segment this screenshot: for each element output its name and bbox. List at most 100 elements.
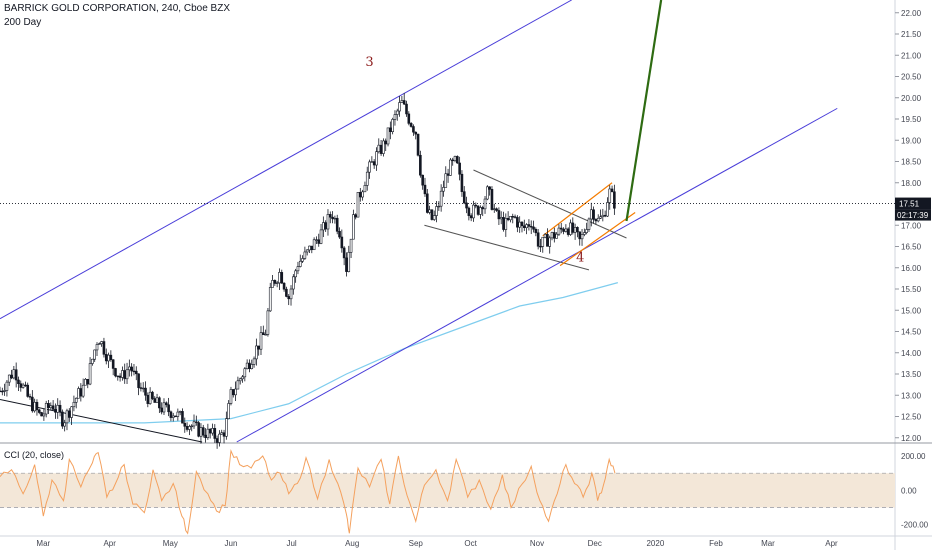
candle-body (252, 358, 256, 365)
cci-tick-label: 0.00 (901, 486, 917, 495)
candle-body (402, 100, 406, 105)
candle-body (469, 215, 473, 219)
last-price-value: 17.51 (899, 200, 920, 209)
price-axis[interactable]: 12.00 12.50 13.00 13.50 14.00 14.50 15.00 15.50… (895, 9, 931, 443)
candle-body (308, 245, 311, 251)
candle-body (218, 433, 221, 443)
bar-countdown: 02:17:39 (897, 211, 929, 220)
candle-body (37, 409, 41, 413)
time-tick-label: Apr (825, 539, 838, 548)
candle-body (497, 210, 501, 220)
candle-body (479, 207, 482, 215)
candle-body (91, 358, 94, 364)
candle-body (425, 193, 429, 213)
candle-body (211, 428, 214, 434)
wave-label-4: 4 (576, 250, 584, 265)
candle-body (557, 227, 561, 235)
candle-body (31, 396, 34, 412)
candle-body (72, 401, 76, 408)
candle-body (608, 188, 612, 203)
candle-body (245, 362, 249, 370)
candle-body (587, 218, 591, 230)
candle-body (446, 173, 450, 176)
candle-body (511, 216, 515, 218)
candle-body (139, 387, 143, 389)
time-tick-label: Oct (464, 539, 477, 548)
candle-body (241, 376, 244, 380)
time-axis[interactable]: Mar Apr May Jun Jul Aug Sep Oct Nov Dec 2020 Feb Mar… (36, 539, 838, 548)
time-tick-label: Dec (588, 539, 602, 548)
candle-body (522, 225, 526, 229)
candle-body (141, 387, 145, 390)
candle-body (107, 354, 110, 362)
candle-body (225, 418, 228, 437)
candle-body (7, 374, 11, 383)
candle-body (474, 204, 478, 207)
candle-body (268, 287, 272, 312)
wedge-bottom-line (424, 224, 590, 271)
cci-tick-label: 200.00 (901, 452, 926, 461)
candle-body (349, 238, 353, 253)
cci-indicator-label: CCI (20, close) (4, 450, 65, 460)
candle-body (294, 270, 297, 278)
wave-label-3: 3 (365, 55, 373, 70)
candle-body (264, 334, 267, 336)
candle-body (486, 186, 489, 200)
candle-body (190, 425, 194, 428)
candle-body (192, 421, 196, 427)
candle-body (17, 379, 20, 385)
candle-body (375, 151, 378, 166)
candle-body (506, 217, 510, 221)
projection-line (625, 0, 663, 222)
candle-body (114, 368, 117, 377)
candle-body (326, 214, 330, 230)
candle-body (495, 208, 498, 211)
candle-body (100, 341, 103, 345)
candle-body (58, 404, 62, 413)
candle-body (185, 425, 189, 430)
price-tick-label: 14.00 (901, 349, 922, 358)
chart-title: BARRICK GOLD CORPORATION, 240, Cboe BZX (4, 3, 230, 14)
candle-body (467, 207, 471, 216)
candle-body (571, 222, 575, 233)
candle-body (250, 364, 254, 369)
candle-body (134, 370, 138, 375)
candle-body (104, 354, 108, 362)
candle-body (483, 198, 487, 210)
candle-body (93, 349, 96, 360)
candle-body (453, 156, 457, 161)
candle-body (102, 341, 106, 355)
candle-body (553, 232, 556, 239)
countdown-tag (895, 209, 931, 221)
candle-body (24, 384, 27, 387)
candle-body (234, 388, 237, 396)
candle-body (35, 401, 39, 411)
candle-body (155, 397, 159, 403)
candle-body (603, 214, 607, 217)
candle-body (109, 354, 113, 361)
candle-body (361, 191, 364, 198)
sma-line (0, 282, 618, 424)
candle-body (213, 428, 217, 439)
candle-body (243, 368, 247, 378)
candle-body (592, 209, 595, 220)
candle-body (569, 222, 572, 235)
trendlines (0, 0, 895, 443)
candle-body (354, 214, 357, 218)
candle-body (79, 388, 83, 397)
candle-body (546, 234, 549, 247)
candle-body (26, 384, 30, 397)
candle-body (86, 378, 90, 385)
early-downtrend-line (0, 399, 203, 443)
time-tick-label: Sep (409, 539, 424, 548)
price-tick-label: 20.50 (901, 73, 922, 82)
candle-body (543, 234, 547, 238)
price-tick-label: 16.50 (901, 243, 922, 252)
candle-body (534, 228, 538, 234)
candle-body (310, 245, 314, 251)
candle-body (409, 123, 413, 127)
candle-body (527, 224, 531, 227)
candle-body (40, 412, 43, 417)
